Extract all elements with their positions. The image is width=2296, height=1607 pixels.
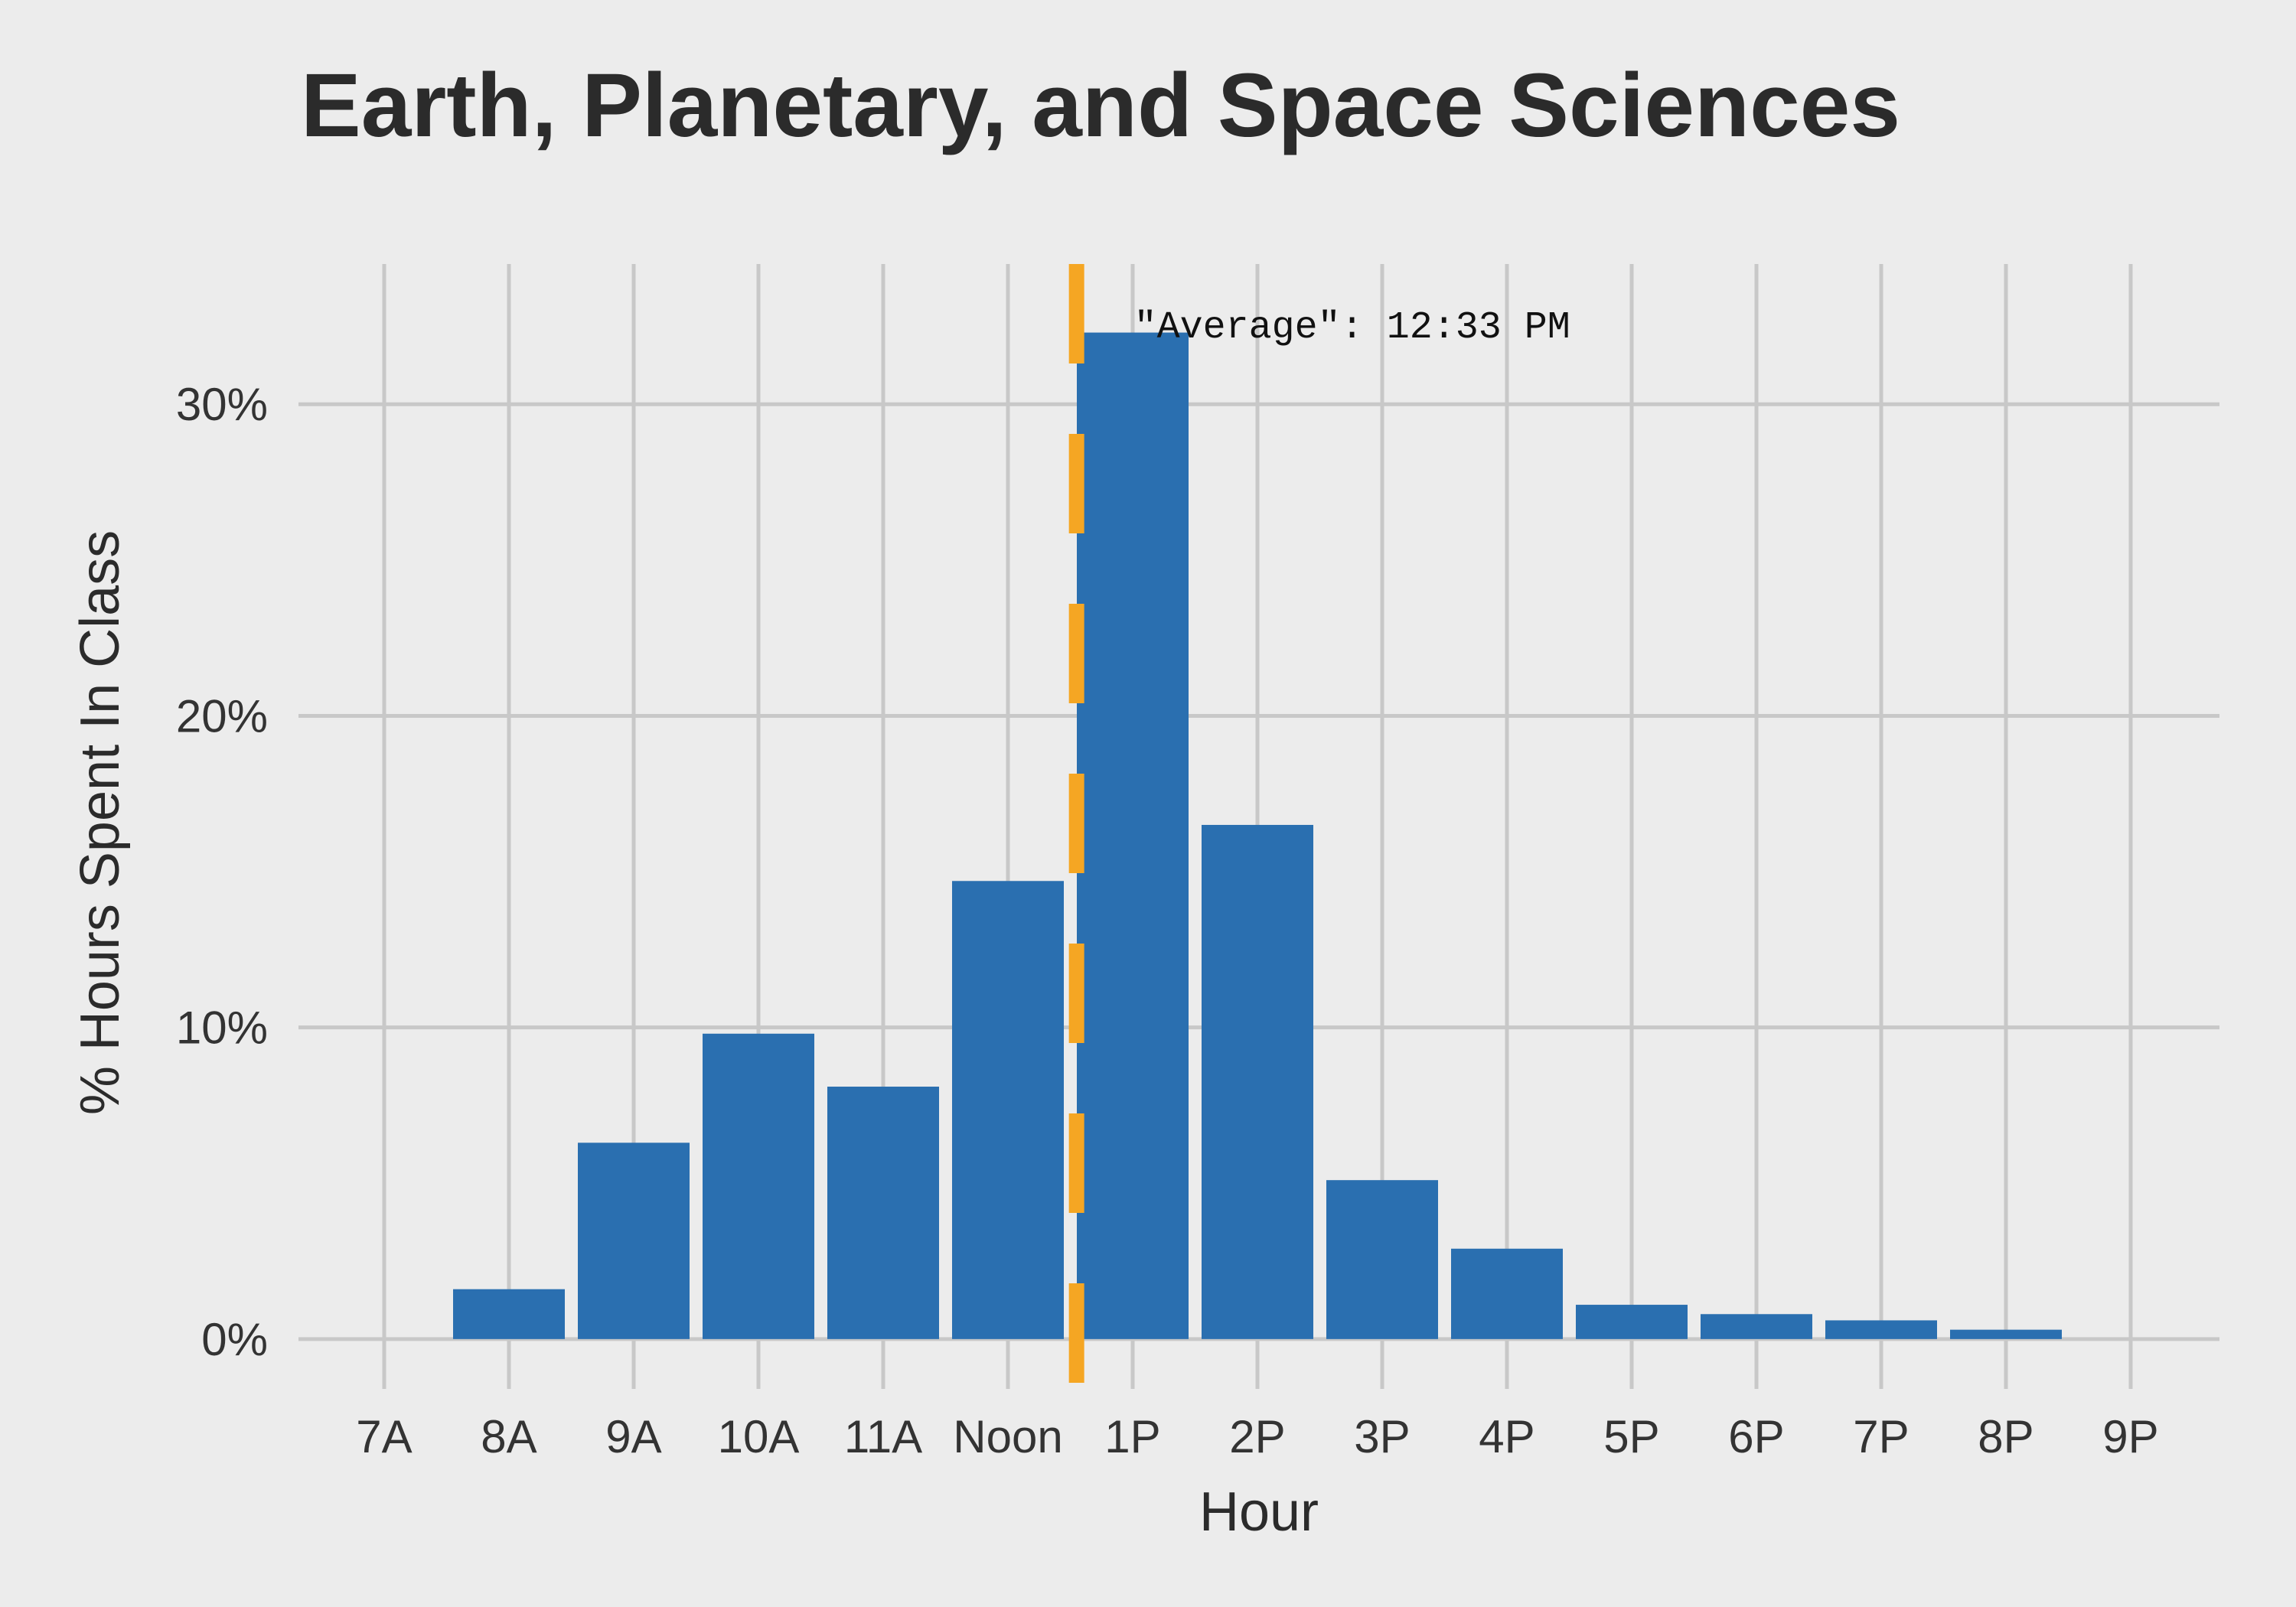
x-tick-label: 2P [1229, 1411, 1285, 1462]
x-tick-label: 11A [844, 1411, 922, 1462]
x-tick-label: 1P [1104, 1411, 1160, 1462]
x-tick-label: 7A [356, 1411, 412, 1462]
bar [952, 881, 1064, 1339]
bar [1077, 332, 1189, 1339]
x-tick-label: 9A [605, 1411, 661, 1462]
x-tick-label: 7P [1853, 1411, 1909, 1462]
x-tick-label: 3P [1354, 1411, 1410, 1462]
bar [453, 1289, 565, 1339]
bar [1701, 1314, 1812, 1339]
y-tick-label: 20% [176, 690, 268, 742]
x-tick-label: 5P [1603, 1411, 1659, 1462]
average-annotation: "Average": 12:33 PM [1134, 306, 1570, 350]
x-tick-label: 4P [1479, 1411, 1534, 1462]
y-tick-label: 30% [176, 379, 268, 430]
bar [827, 1087, 939, 1339]
x-tick-label: 10A [718, 1411, 800, 1462]
y-tick-label: 0% [201, 1314, 268, 1365]
bar [1950, 1329, 2062, 1339]
bar-layer [453, 332, 2062, 1339]
x-axis-label: Hour [1199, 1482, 1319, 1543]
x-tick-label: Noon [953, 1411, 1062, 1462]
y-axis-label: % Hours Spent In Class [70, 530, 131, 1115]
x-tick-label: 6P [1728, 1411, 1784, 1462]
x-tick-label: 8A [481, 1411, 536, 1462]
bar [1451, 1248, 1563, 1339]
bar [703, 1033, 814, 1339]
x-tick-label: 9P [2102, 1411, 2158, 1462]
bar [1825, 1320, 1937, 1339]
bar [578, 1143, 690, 1339]
y-tick-label: 10% [176, 1002, 268, 1054]
x-tick-label: 8P [1978, 1411, 2033, 1462]
bar [1326, 1180, 1438, 1339]
bar [1202, 824, 1313, 1339]
bar [1576, 1305, 1688, 1339]
chart-title: Earth, Planetary, and Space Sciences [301, 55, 1900, 156]
annotation-layer: "Average": 12:33 PM [1068, 264, 1570, 1393]
label-layer: Earth, Planetary, and Space Sciences Hou… [70, 55, 2159, 1543]
